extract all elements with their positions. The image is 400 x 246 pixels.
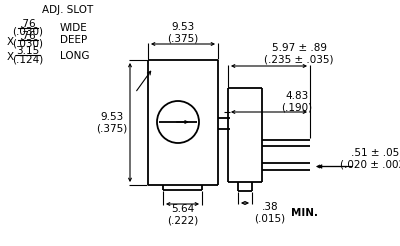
- Text: 4.83
(.190): 4.83 (.190): [282, 91, 312, 113]
- Text: ADJ. SLOT: ADJ. SLOT: [42, 5, 93, 15]
- Text: X: X: [6, 52, 14, 62]
- Text: WIDE: WIDE: [60, 23, 88, 33]
- Text: X: X: [6, 37, 14, 47]
- Text: .76: .76: [20, 19, 36, 29]
- Text: 3.15: 3.15: [16, 46, 40, 56]
- Text: 9.53
(.375): 9.53 (.375): [96, 112, 128, 133]
- Text: (.030): (.030): [12, 27, 44, 37]
- Text: 9.53
(.375): 9.53 (.375): [167, 22, 199, 44]
- Text: MIN.: MIN.: [292, 208, 318, 218]
- Text: DEEP: DEEP: [60, 35, 87, 45]
- Text: 5.97 ± .89
(.235 ± .035): 5.97 ± .89 (.235 ± .035): [264, 43, 334, 65]
- Text: .51 ± .05
(.020 ± .002): .51 ± .05 (.020 ± .002): [340, 148, 400, 169]
- Text: 5.64
(.222): 5.64 (.222): [167, 204, 198, 226]
- Text: LONG: LONG: [60, 51, 90, 61]
- Text: (.124): (.124): [12, 55, 44, 65]
- Text: .38
(.015): .38 (.015): [254, 202, 286, 224]
- Text: (.030): (.030): [12, 39, 44, 49]
- Text: .76: .76: [20, 31, 36, 41]
